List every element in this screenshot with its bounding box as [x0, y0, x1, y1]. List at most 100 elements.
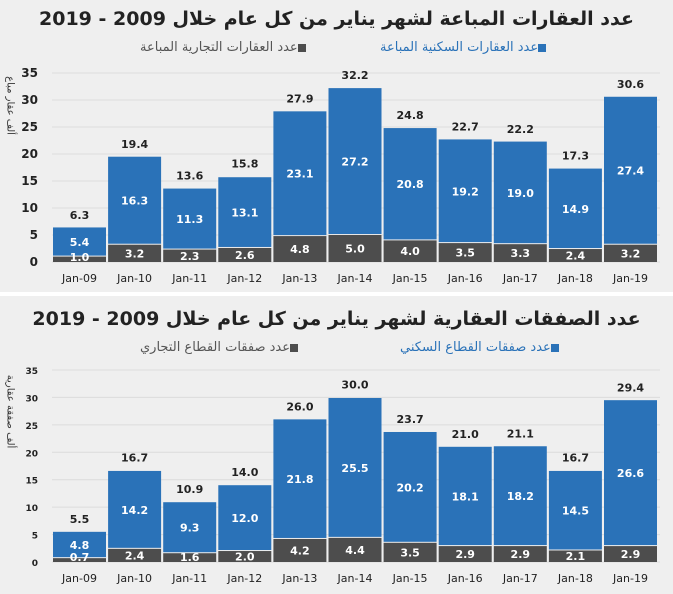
- y-tick-label: 5: [30, 228, 38, 242]
- legend-residential: عدد صفقات القطاع السكني: [400, 340, 565, 355]
- bar-residential: [108, 470, 162, 548]
- data-label-commercial: 4.4: [345, 544, 365, 557]
- x-tick-label: Jan-09: [61, 272, 97, 285]
- bar-commercial: [438, 546, 492, 562]
- data-label-residential: 14.9: [562, 203, 589, 216]
- legend-commercial: عدد صفقات القطاع التجاري: [140, 340, 304, 355]
- chart-plot: 0 5 10 15 20 25 30 35 1.0 5.4 6.3 Jan-09 3.2 16.3 19.4…: [21, 66, 660, 285]
- x-tick-label: Jan-19: [612, 272, 648, 285]
- bar-residential: [108, 156, 162, 244]
- x-tick-label: Jan-18: [557, 272, 593, 285]
- data-label-residential: 4.8: [70, 539, 90, 552]
- bar-commercial: [383, 542, 437, 562]
- y-tick-label: 25: [25, 422, 38, 432]
- bar-commercial: [548, 249, 602, 262]
- data-label-total: 13.6: [176, 170, 203, 183]
- y-tick-label: 10: [25, 504, 38, 514]
- y-tick-label: 30: [25, 394, 38, 404]
- data-label-total: 6.3: [70, 209, 90, 222]
- y-tick-label: 10: [21, 201, 38, 215]
- data-label-total: 22.7: [452, 120, 479, 133]
- data-label-commercial: 5.0: [345, 243, 365, 256]
- x-tick-label: Jan-10: [116, 572, 152, 585]
- y-tick-label: 35: [25, 367, 38, 377]
- x-tick-label: Jan-12: [226, 272, 262, 285]
- y-tick-label: 25: [21, 120, 38, 134]
- bar-commercial: [328, 235, 382, 262]
- data-label-residential: 14.5: [562, 505, 589, 518]
- data-label-total: 17.3: [562, 150, 589, 163]
- data-label-total: 29.4: [617, 382, 644, 395]
- data-label-residential: 21.8: [286, 473, 313, 486]
- bar-commercial: [218, 551, 272, 562]
- legend-swatch: [297, 43, 306, 52]
- data-label-commercial: 2.9: [511, 548, 531, 561]
- x-tick-label: Jan-13: [281, 572, 317, 585]
- data-label-residential: 23.1: [286, 168, 313, 181]
- x-tick-label: Jan-17: [502, 272, 538, 285]
- data-label-residential: 11.3: [176, 213, 203, 226]
- x-tick-label: Jan-16: [447, 272, 483, 285]
- x-tick-label: Jan-11: [171, 572, 207, 585]
- bar-commercial: [548, 550, 602, 562]
- data-label-residential: 14.2: [121, 504, 148, 517]
- legend-label: عدد العقارات السكنية المباعة: [380, 40, 539, 55]
- data-label-commercial: 2.1: [566, 550, 586, 563]
- bar-residential: [163, 502, 217, 553]
- data-label-commercial: 2.4: [566, 250, 586, 263]
- bar-commercial: [273, 236, 327, 262]
- data-label-residential: 27.4: [617, 165, 644, 178]
- data-label-commercial: 0.7: [70, 551, 90, 564]
- data-label-commercial: 3.3: [511, 247, 531, 260]
- y-tick-label: 15: [21, 174, 38, 188]
- chart-panel-transactions: عدد الصفقات العقارية لشهر يناير من كل عا…: [0, 296, 673, 594]
- bar-commercial: [328, 537, 382, 562]
- data-label-commercial: 4.2: [290, 544, 310, 557]
- bar-residential: [438, 139, 492, 243]
- data-label-total: 15.8: [231, 158, 258, 171]
- data-label-total: 30.0: [341, 378, 368, 391]
- data-label-commercial: 2.6: [235, 249, 255, 262]
- data-label-total: 26.0: [286, 400, 313, 413]
- legend-swatch: [290, 343, 298, 352]
- legend-swatch: [550, 343, 559, 352]
- data-label-residential: 20.2: [397, 481, 424, 494]
- data-label-total: 24.8: [397, 109, 424, 122]
- data-label-total: 10.9: [176, 483, 203, 496]
- x-tick-label: Jan-17: [502, 572, 538, 585]
- data-label-commercial: 3.2: [621, 247, 641, 260]
- bar-residential: [328, 397, 382, 537]
- data-label-total: 16.7: [562, 451, 589, 464]
- bar-commercial: [493, 244, 547, 262]
- y-tick-label: 35: [21, 66, 38, 80]
- data-label-total: 27.9: [286, 92, 313, 105]
- bar-residential: [273, 111, 327, 236]
- data-label-residential: 9.3: [180, 522, 200, 535]
- data-label-commercial: 3.5: [455, 247, 475, 260]
- data-label-commercial: 2.4: [125, 549, 145, 562]
- bar-residential: [493, 141, 547, 244]
- data-label-commercial: 2.9: [621, 548, 641, 561]
- data-label-residential: 18.1: [452, 490, 479, 503]
- bar-residential: [163, 188, 217, 249]
- bar-commercial: [218, 247, 272, 262]
- y-tick-label: 15: [25, 477, 38, 487]
- data-label-total: 22.2: [507, 123, 534, 136]
- x-tick-label: Jan-11: [171, 272, 207, 285]
- y-tick-label: 20: [25, 449, 38, 459]
- x-tick-label: Jan-12: [226, 572, 262, 585]
- legend-commercial: عدد العقارات التجارية المباعة: [140, 40, 312, 55]
- data-label-total: 30.6: [617, 78, 644, 91]
- x-tick-label: Jan-14: [337, 572, 373, 585]
- bar-commercial: [383, 240, 437, 262]
- bar-commercial: [163, 553, 217, 562]
- bar-residential: [218, 177, 272, 247]
- data-label-commercial: 1.0: [70, 251, 90, 264]
- data-label-commercial: 3.5: [400, 546, 420, 559]
- data-label-residential: 20.8: [397, 178, 424, 191]
- bar-residential: [328, 88, 382, 235]
- y-tick-label: 20: [21, 147, 38, 161]
- data-label-commercial: 3.2: [125, 247, 145, 260]
- bar-residential: [53, 531, 106, 558]
- x-tick-label: Jan-13: [281, 272, 317, 285]
